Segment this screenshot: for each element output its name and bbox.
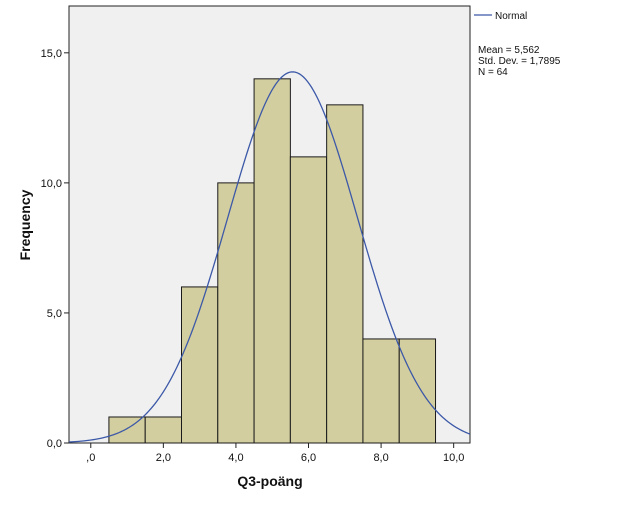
- x-tick-label: ,0: [86, 452, 95, 464]
- stats-box: Mean = 5,562 Std. Dev. = 1,7895 N = 64: [478, 45, 561, 78]
- stats-std-dev: Std. Dev. = 1,7895: [478, 56, 561, 67]
- histogram-bar-7: [362, 338, 400, 444]
- x-tick-label: 10,0: [443, 452, 464, 464]
- legend-normal-label: Normal: [495, 11, 527, 22]
- stats-n: N = 64: [478, 67, 508, 78]
- histogram-bar-6: [326, 104, 364, 444]
- histogram-bar-8: [398, 338, 437, 444]
- x-tick-label: 2,0: [156, 452, 171, 464]
- y-axis: 0,0 5,0 10,0 15,0: [41, 48, 69, 450]
- histogram-bar-4: [253, 78, 291, 444]
- y-tick-label: 0,0: [47, 438, 62, 450]
- bars-layer: [108, 78, 437, 444]
- x-axis-label: Q3-poäng: [237, 473, 302, 489]
- stats-mean: Mean = 5,562: [478, 45, 540, 56]
- histogram-bar-3: [217, 182, 255, 444]
- y-tick-label: 15,0: [41, 48, 62, 60]
- x-tick-label: 4,0: [228, 452, 243, 464]
- histogram-bar-1: [144, 416, 182, 444]
- x-tick-label: 8,0: [373, 452, 388, 464]
- histogram-bar-5: [289, 156, 328, 444]
- y-tick-label: 5,0: [47, 308, 62, 320]
- y-axis-label: Frequency: [17, 189, 33, 260]
- legend: Normal: [474, 11, 527, 22]
- histogram-bar-0: [108, 416, 146, 444]
- x-tick-label: 6,0: [301, 452, 316, 464]
- normal-curve: [68, 71, 471, 443]
- y-tick-label: 10,0: [41, 178, 62, 190]
- x-axis: ,0 2,0 4,0 6,0 8,0 10,0: [86, 443, 464, 464]
